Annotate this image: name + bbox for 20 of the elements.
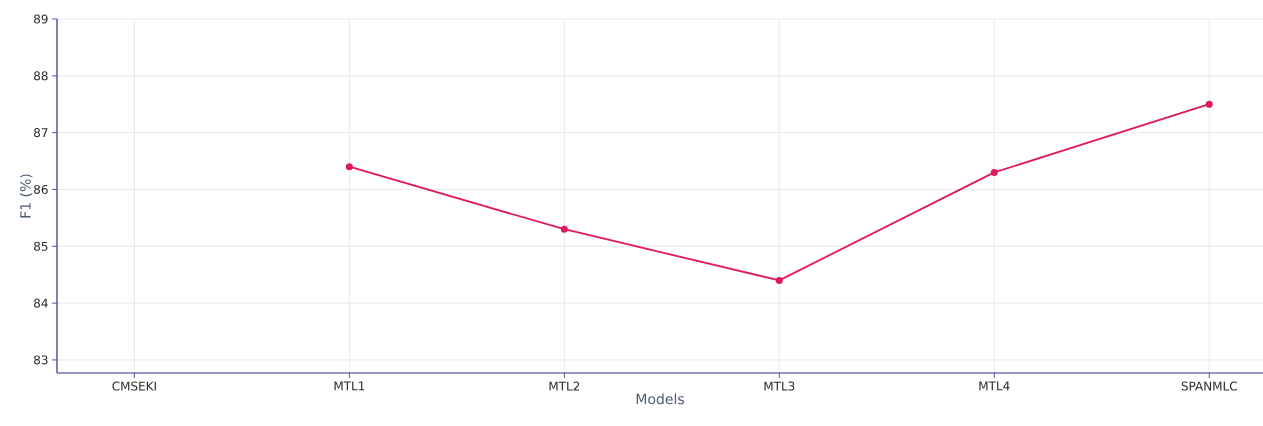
y-tick-label: 89 bbox=[34, 14, 48, 24]
x-tick-label: MTL3 bbox=[764, 381, 795, 391]
x-tick-label: SPANMLC bbox=[1181, 381, 1237, 391]
y-tick-label: 86 bbox=[34, 184, 48, 194]
point bbox=[560, 225, 568, 233]
y-tick-label: 85 bbox=[34, 241, 48, 251]
point bbox=[345, 163, 353, 171]
y-tick-label: 88 bbox=[34, 71, 48, 81]
point bbox=[775, 276, 783, 284]
y-axis-title: F1 (%) bbox=[19, 174, 33, 218]
x-tick-label: MTL2 bbox=[549, 381, 580, 391]
x-tick-label: CMSEKI bbox=[112, 381, 156, 391]
y-tick-label: 83 bbox=[34, 355, 48, 365]
point bbox=[1205, 100, 1213, 108]
y-tick-label: 84 bbox=[34, 298, 48, 308]
x-axis-title: Models bbox=[636, 393, 684, 405]
x-tick-label: MTL4 bbox=[979, 381, 1010, 391]
point bbox=[990, 168, 998, 176]
y-tick-label: 87 bbox=[34, 128, 48, 138]
x-tick-label: MTL1 bbox=[334, 381, 365, 391]
